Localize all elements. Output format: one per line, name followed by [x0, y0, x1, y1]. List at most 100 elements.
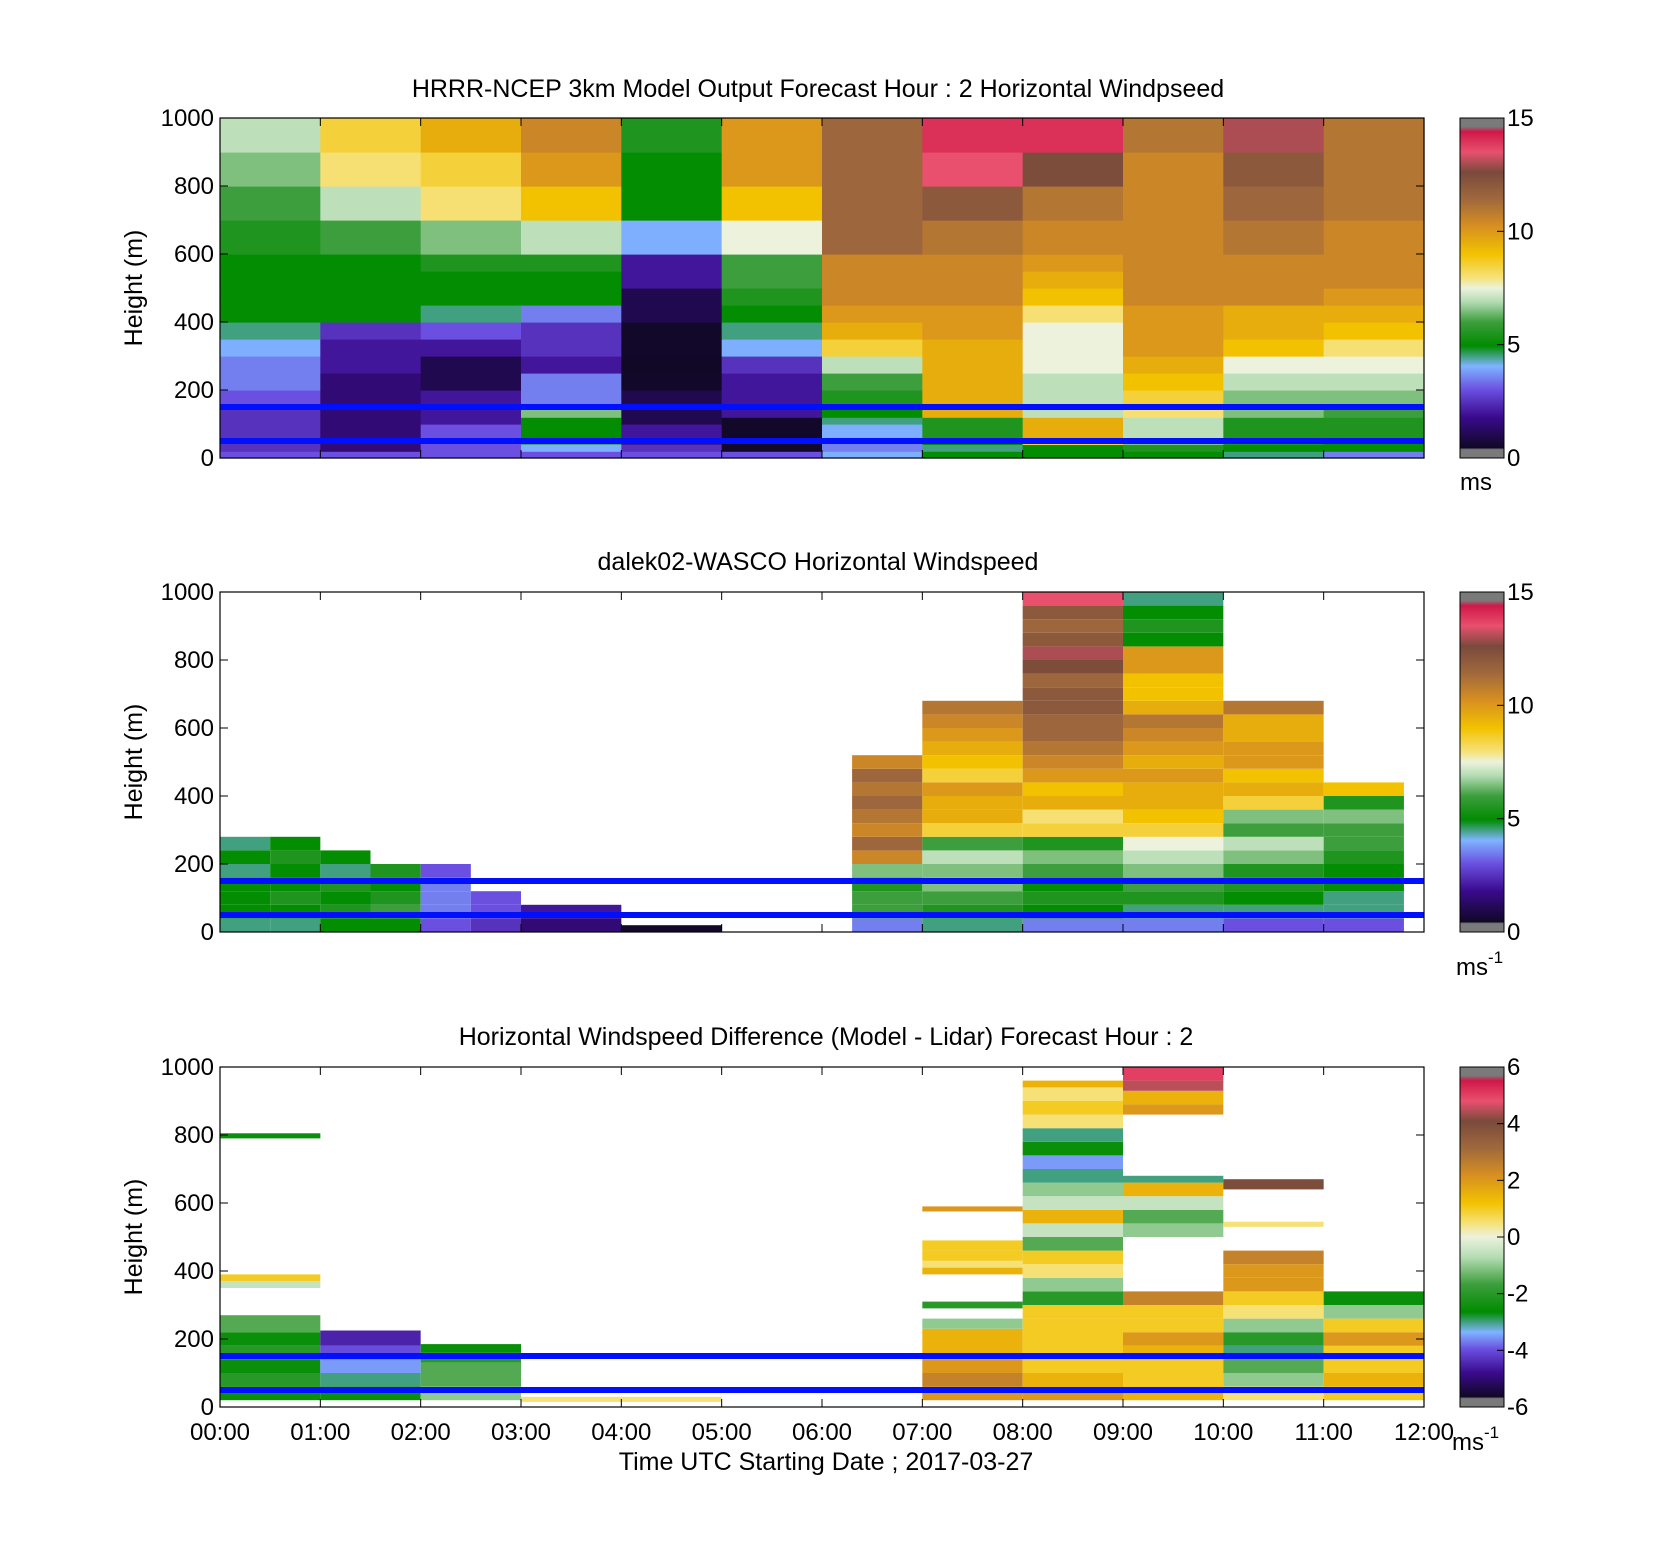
heatmap-cell — [1323, 444, 1425, 452]
heatmap-cell — [270, 891, 321, 905]
heatmap-cell — [320, 339, 422, 357]
heatmap-cell — [1223, 356, 1325, 374]
x-tick-label: 03:00 — [491, 1419, 551, 1446]
heatmap-cell — [1022, 768, 1123, 783]
heatmap-cell — [1223, 390, 1325, 405]
heatmap-cell — [1123, 424, 1224, 439]
heatmap-cell — [1022, 918, 1123, 932]
heatmap-cell — [721, 444, 823, 452]
heatmap-cell — [1022, 1182, 1123, 1197]
heatmap-cell — [521, 254, 622, 272]
heatmap-cell — [721, 186, 823, 221]
heatmap-cell — [1323, 451, 1425, 459]
heatmap-cell — [1022, 1237, 1123, 1251]
heatmap-cell — [852, 809, 923, 824]
heatmap-cell — [1022, 687, 1123, 701]
heatmap-cell — [320, 271, 422, 289]
heatmap-cell — [922, 373, 1024, 391]
heatmap-cell — [621, 288, 723, 306]
heatmap-cell — [1323, 322, 1425, 340]
heatmap-cell — [1323, 836, 1404, 851]
heatmap-cell — [1123, 1175, 1224, 1183]
heatmap-cell — [1323, 1359, 1424, 1373]
heatmap-cell — [1223, 714, 1324, 728]
heatmap-cell — [1022, 451, 1124, 459]
heatmap-cell — [1123, 254, 1224, 272]
y-tick-label: 600 — [174, 715, 214, 742]
heatmap-cell — [721, 271, 823, 289]
heatmap-cell — [320, 288, 422, 306]
heatmap-cell — [1123, 1359, 1224, 1373]
heatmap-cell — [922, 809, 1023, 824]
heatmap-cell — [1223, 322, 1325, 340]
heatmap-cell — [1323, 288, 1425, 306]
colorbar-tick-label: -4 — [1507, 1337, 1528, 1364]
heatmap-cell — [320, 254, 422, 272]
heatmap-cell — [1323, 271, 1425, 289]
heatmap-cell — [1123, 390, 1224, 405]
y-tick-label: 0 — [201, 445, 214, 472]
heatmap-cell — [220, 305, 321, 323]
x-axis-ticks: 00:00 01:00 02:00 03:00 04:00 05:00 06:00 07:00… — [190, 1067, 1454, 1446]
heatmap-cell — [420, 152, 522, 187]
heatmap-cell — [420, 322, 522, 340]
heatmap-cell — [521, 305, 622, 323]
heatmap-cell — [1223, 424, 1325, 439]
heatmap-cell — [1223, 768, 1324, 783]
heatmap-cell — [1123, 152, 1224, 187]
colorbar-tick-label: 0 — [1507, 445, 1520, 472]
heatmap-cell — [1223, 1373, 1324, 1387]
heatmap-cell — [852, 796, 923, 810]
heatmap-cell — [922, 305, 1024, 323]
heatmap-cell — [1022, 271, 1124, 289]
heatmap-cell — [1223, 451, 1325, 459]
heatmap-cell — [220, 850, 271, 864]
heatmap-cell — [220, 424, 321, 439]
heatmap-cell — [1223, 728, 1324, 742]
colorbar-tick-label: -6 — [1507, 1394, 1528, 1421]
heatmap-cell — [922, 424, 1024, 439]
heatmap-cell — [1123, 864, 1224, 878]
heatmap-cell — [621, 444, 723, 452]
heatmap-cell — [822, 288, 923, 306]
difference-panel: Horizontal Windspeed Difference (Model -… — [120, 1023, 1528, 1476]
y-tick-label: 0 — [201, 1394, 214, 1421]
heatmap-cell — [320, 424, 422, 439]
heatmap-cell — [1223, 700, 1324, 715]
heatmap-cell — [521, 417, 622, 425]
heatmap-cell — [1123, 356, 1224, 374]
heatmap-cell — [370, 864, 421, 878]
heatmap-cell — [1123, 809, 1224, 824]
x-tick-label: 07:00 — [892, 1419, 952, 1446]
x-axis-ticks — [219, 118, 1425, 458]
heatmap-cell — [721, 339, 823, 357]
heatmap-cell — [922, 1328, 1023, 1339]
y-axis-label: Height (m) — [120, 704, 148, 821]
colorbar-ticks: -6 -4 -2 0 2 4 6 — [1497, 1054, 1528, 1421]
y-tick-label: 600 — [174, 241, 214, 268]
heatmap-cell — [521, 390, 622, 405]
heatmap-cell — [621, 356, 723, 374]
heatmap-cell — [1223, 220, 1325, 255]
heatmap-cell — [1123, 850, 1224, 864]
heatmap-cell — [1123, 220, 1224, 255]
y-tick-label: 400 — [174, 783, 214, 810]
x-tick-label: 10:00 — [1193, 1419, 1253, 1446]
heatmap-cell — [922, 118, 1024, 153]
heatmap-cell — [1323, 1291, 1424, 1305]
heatmap-cell — [721, 356, 823, 374]
x-tick-label: 02:00 — [391, 1419, 451, 1446]
heatmap-cell — [1123, 796, 1224, 810]
x-axis-label: Time UTC Starting Date ; 2017-03-27 — [619, 1448, 1034, 1476]
heatmap-cell — [1022, 1264, 1123, 1278]
colorbar-tick-label: 15 — [1507, 105, 1534, 132]
heatmap-cell — [621, 339, 723, 357]
heatmap-cell — [1123, 1182, 1224, 1197]
y-tick-label: 200 — [174, 377, 214, 404]
heatmap-cell — [852, 823, 923, 837]
heatmap-cell — [320, 118, 422, 153]
heatmap-cell — [320, 152, 422, 187]
heatmap-cell — [1323, 305, 1425, 323]
y-tick-label: 600 — [174, 1190, 214, 1217]
heatmap-cell — [621, 451, 723, 459]
